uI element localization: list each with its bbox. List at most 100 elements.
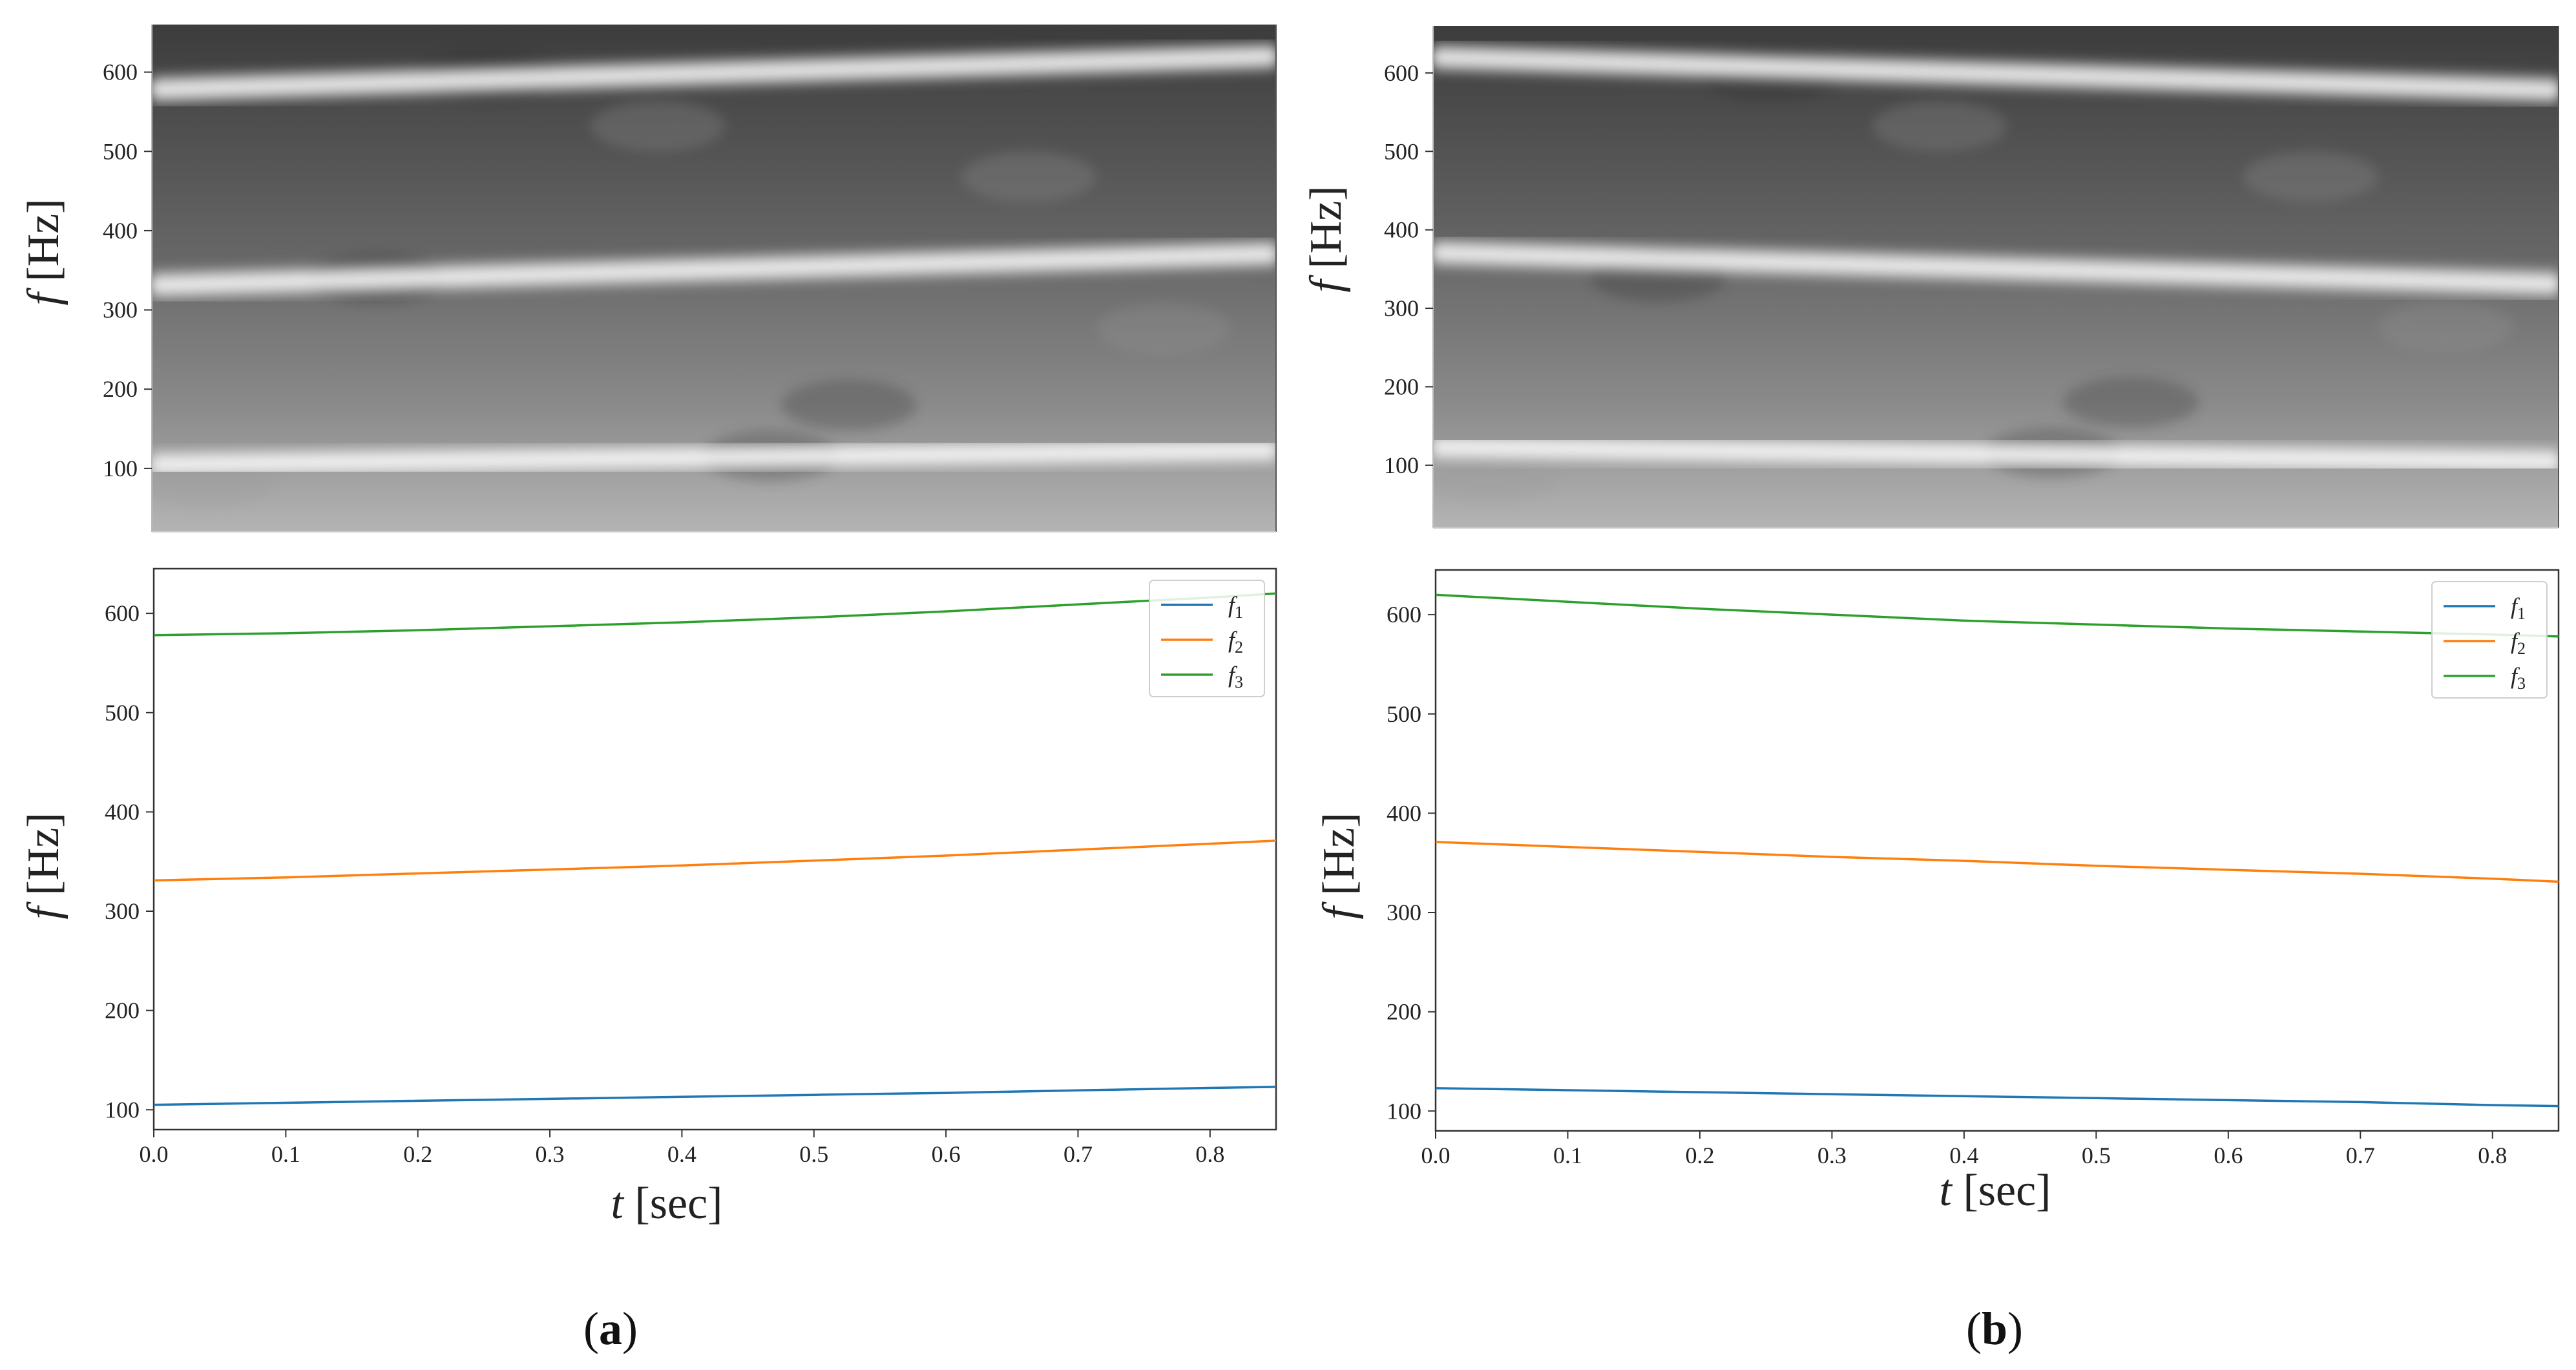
b-lines-ytick-label: 400 — [1387, 800, 1421, 826]
b-spectrogram-ytick-label: 200 — [1384, 374, 1419, 399]
b-spectrogram-band-f2 — [1433, 247, 2559, 290]
b-lines-line-f2 — [1435, 841, 2559, 883]
a-lines-ytick-label: 600 — [105, 600, 140, 626]
b-spectrogram-band-f3 — [1433, 52, 2559, 96]
a-lines-xtick-label: 0.4 — [667, 1141, 696, 1167]
a-spectrogram-group: 100 200 300 400 500 600 f [Hz] — [19, 25, 1277, 532]
a-lines-xtick-label: 0.0 — [140, 1141, 169, 1167]
a-lines-xtick-label: 0.8 — [1195, 1141, 1224, 1167]
a-lines-xtick-label: 0.5 — [799, 1141, 828, 1167]
a-lines-xtick-label: 0.3 — [536, 1141, 565, 1167]
b-spectrogram-texture — [1433, 452, 1557, 503]
b-spectrogram-group: 100 200 300 400 500 600 f [Hz] — [1301, 26, 2559, 529]
a-lines-xtick-label: 0.2 — [403, 1141, 432, 1167]
b-lines-xtick-label: 0.0 — [1421, 1143, 1450, 1168]
a-lines-frame — [152, 567, 1277, 1131]
b-lines-xtick-label: 0.4 — [1949, 1143, 1978, 1168]
a-lines-ytick-label: 300 — [105, 898, 140, 924]
b-lines-legend — [2431, 581, 2548, 699]
b-lines-legend-label-f2: f2 — [2511, 628, 2526, 658]
b-spectrogram-ylabel: f [Hz] — [1301, 185, 1351, 292]
b-spectrogram-ytick-label: 400 — [1384, 217, 1419, 243]
panel-label-b: (b) — [1966, 1303, 2023, 1354]
b-spectrogram-plot-area — [1433, 26, 2559, 528]
b-lines-xlabel-symbol: t — [1940, 1166, 1953, 1216]
a-spectrogram-ytick-label: 400 — [103, 218, 138, 244]
b-spectrogram-texture — [2063, 377, 2199, 428]
b-lines-ytick-label: 600 — [1387, 602, 1421, 627]
b-lines-xtick-label: 0.8 — [2478, 1143, 2507, 1168]
b-lines-ylabel-unit: [Hz] — [1314, 812, 1364, 895]
b-lines-xtick-label: 0.3 — [1817, 1143, 1847, 1168]
b-spectrogram-ylabel-unit: [Hz] — [1301, 185, 1351, 268]
a-spectrogram-ytick-label: 600 — [103, 59, 138, 85]
b-lines-line-f1 — [1435, 1087, 2559, 1108]
a-lines-ytick-label: 200 — [105, 998, 140, 1024]
a-spectrogram-ylabel-unit: [Hz] — [19, 198, 68, 281]
a-lines-xtick-label: 0.6 — [932, 1141, 961, 1167]
a-spectrogram-texture — [590, 100, 726, 152]
b-lines-ytick-label: 200 — [1387, 999, 1421, 1025]
a-lines-xlabel-symbol: t — [611, 1179, 625, 1228]
a-lines-legend-subscript: 3 — [1235, 673, 1243, 691]
b-lines-xtick-label: 0.7 — [2346, 1143, 2375, 1168]
b-lines-xtick-label: 0.5 — [2082, 1143, 2111, 1168]
b-lines-xlabel: t [sec] — [1940, 1166, 2051, 1216]
a-spectrogram-ytick-label: 300 — [103, 297, 138, 323]
a-lines-legend-subscript: 2 — [1235, 638, 1243, 657]
b-lines-group: 0.0 0.1 0.2 0.3 0.4 0.5 0.6 0.7 0.8 f1 f2 f 3 t [sec]… — [1314, 569, 2560, 1216]
a-spectrogram-ylabel-symbol: f — [19, 288, 68, 306]
b-lines-legend-label-f1: f1 — [2511, 593, 2526, 623]
b-spectrogram-texture — [2378, 302, 2514, 353]
a-lines-line-f2 — [153, 839, 1277, 882]
a-spectrogram-band-f3 — [152, 51, 1276, 95]
b-spectrogram-ytick-label: 600 — [1384, 60, 1419, 86]
b-spectrogram-ylabel-symbol: f — [1301, 275, 1351, 293]
a-lines-ylabel-symbol: f — [19, 901, 68, 920]
b-lines-ytick-label: 500 — [1387, 701, 1421, 727]
a-spectrogram-ytick-label: 100 — [103, 456, 138, 481]
b-spectrogram-ytick-label: 300 — [1384, 295, 1419, 321]
b-lines-xlabel-unit: [sec] — [1963, 1166, 2051, 1216]
b-lines-xtick-label: 0.2 — [1685, 1143, 1714, 1168]
b-lines-xtick-label: 0.1 — [1553, 1143, 1582, 1168]
b-spectrogram-texture — [1872, 101, 2007, 152]
b-lines-legend-subscript: 3 — [2517, 674, 2526, 693]
a-lines-line-f1 — [153, 1086, 1277, 1106]
b-lines-ylabel: f [Hz] — [1314, 812, 1364, 919]
b-lines-legend-subscript: 1 — [2517, 604, 2526, 623]
panel-label-a: (a) — [583, 1303, 638, 1354]
a-spectrogram-ylabel: f [Hz] — [19, 198, 68, 305]
b-spectrogram-band-f1 — [1433, 441, 2559, 467]
a-spectrogram-texture — [781, 379, 917, 430]
panel-label-letter: b — [1982, 1303, 2007, 1354]
b-lines-ylabel-symbol: f — [1314, 901, 1364, 920]
a-lines-legend — [1149, 580, 1265, 697]
a-spectrogram-plot-area — [152, 25, 1276, 532]
panel-label-letter: a — [599, 1303, 622, 1354]
b-lines-ytick-label: 100 — [1387, 1098, 1421, 1124]
a-lines-legend-subscript: 1 — [1235, 603, 1243, 622]
b-lines-line-f3 — [1435, 593, 2559, 638]
a-lines-ytick-label: 500 — [105, 700, 140, 726]
a-spectrogram-texture — [1096, 303, 1231, 355]
a-lines-xtick-label: 0.7 — [1063, 1141, 1093, 1167]
a-lines-ylabel-unit: [Hz] — [19, 812, 68, 895]
b-lines-xtick-label: 0.6 — [2214, 1143, 2243, 1168]
a-lines-ylabel: f [Hz] — [19, 812, 68, 919]
a-spectrogram-band-f2 — [152, 248, 1276, 291]
a-lines-line-f3 — [153, 592, 1277, 637]
a-spectrogram-band-f1 — [152, 445, 1276, 470]
b-spectrogram-texture — [2243, 151, 2379, 202]
b-lines-ytick-label: 300 — [1387, 900, 1421, 925]
a-lines-xlabel-unit: [sec] — [634, 1179, 722, 1228]
b-spectrogram-ytick-label: 100 — [1384, 452, 1419, 478]
a-lines-ytick-label: 100 — [105, 1097, 140, 1122]
a-lines-xtick-label: 0.1 — [271, 1141, 300, 1167]
b-lines-legend-subscript: 2 — [2517, 639, 2526, 658]
b-lines-frame — [1434, 569, 2560, 1132]
a-lines-ytick-label: 400 — [105, 799, 140, 825]
